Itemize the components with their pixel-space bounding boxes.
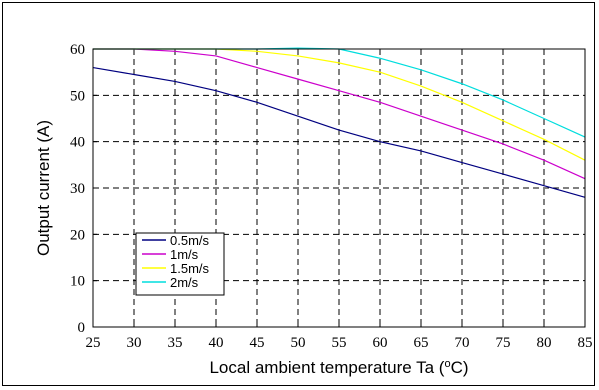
x-axis-label: Local ambient temperature Ta (oC) <box>209 358 468 377</box>
x-tick-label: 85 <box>578 335 593 351</box>
x-tick-label: 55 <box>332 335 347 351</box>
y-tick-label: 10 <box>70 274 85 290</box>
x-tick-label: 75 <box>496 335 511 351</box>
tick-marks <box>92 48 586 328</box>
x-tick-label: 40 <box>209 335 224 351</box>
y-tick-label: 60 <box>70 42 85 58</box>
x-tick-labels: 25 30 35 40 45 50 55 60 65 70 75 80 85 <box>86 335 593 351</box>
x-tick-label: 50 <box>291 335 306 351</box>
grid-lines <box>93 49 585 327</box>
y-tick-label: 0 <box>78 320 86 336</box>
legend-label: 1.5m/s <box>170 261 210 276</box>
x-tick-label: 65 <box>414 335 429 351</box>
chart-frame: 25 30 35 40 45 50 55 60 65 70 75 80 85 0 10 20 30 40 50 60… <box>2 2 595 386</box>
x-tick-label: 60 <box>373 335 388 351</box>
y-tick-label: 40 <box>70 135 85 151</box>
y-tick-label: 20 <box>70 227 85 243</box>
x-tick-label: 70 <box>455 335 470 351</box>
x-tick-label: 25 <box>86 335 101 351</box>
legend-label: 2m/s <box>170 275 199 290</box>
y-tick-labels: 0 10 20 30 40 50 60 <box>70 42 85 336</box>
series-line <box>93 48 586 180</box>
x-tick-label: 30 <box>127 335 142 351</box>
legend: 0.5m/s1m/s1.5m/s2m/s <box>135 232 225 296</box>
x-tick-label: 45 <box>250 335 265 351</box>
x-axis-label-superscript: o <box>444 358 450 370</box>
legend-label: 1m/s <box>170 247 199 262</box>
legend-label: 0.5m/s <box>170 233 210 248</box>
chart-svg: 25 30 35 40 45 50 55 60 65 70 75 80 85 0 10 20 30 40 50 60… <box>34 42 593 377</box>
x-axis-label-main: Local ambient temperature Ta ( <box>209 358 444 377</box>
x-axis-label-unit: C) <box>451 358 469 377</box>
y-tick-label: 50 <box>70 88 85 104</box>
y-axis-label: Output current (A) <box>34 120 53 256</box>
series-line <box>92 66 586 198</box>
y-tick-label: 30 <box>70 181 85 197</box>
x-tick-label: 35 <box>168 335 183 351</box>
legend-box <box>135 232 225 296</box>
x-tick-label: 80 <box>537 335 552 351</box>
